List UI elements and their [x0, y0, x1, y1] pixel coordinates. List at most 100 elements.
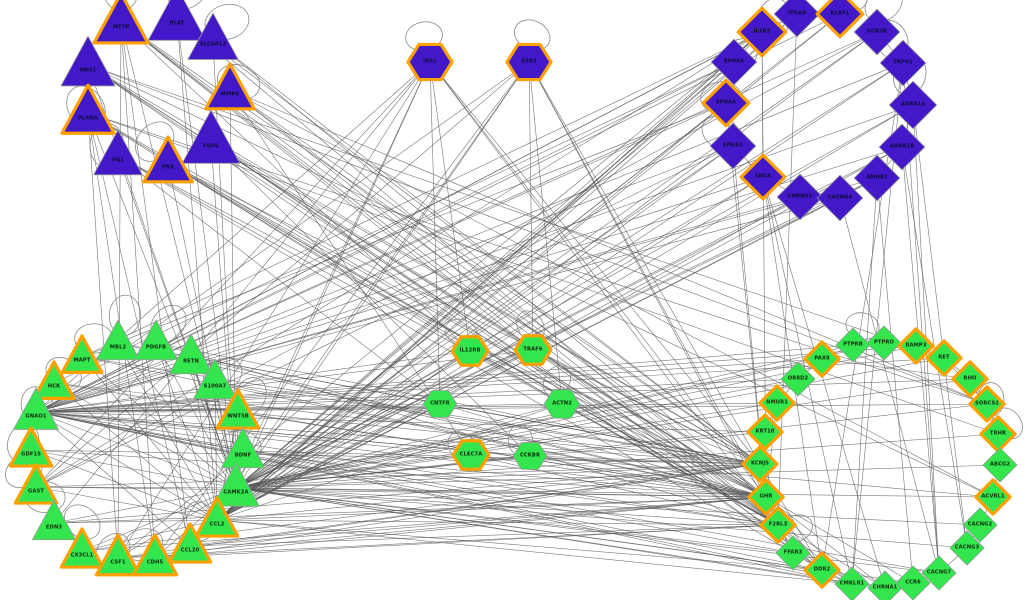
graph-edge: [235, 487, 886, 589]
graph-edge: [216, 104, 914, 521]
graph-node-cacng4[interactable]: CACNG4: [810, 168, 870, 228]
graph-edge: [155, 342, 761, 465]
node-shape-triangle: [133, 319, 178, 361]
graph-edge: [190, 356, 218, 521]
graph-node-esr2[interactable]: ESR2: [502, 35, 556, 89]
graph-edge: [35, 350, 471, 413]
node-shape-diamond: [888, 80, 938, 130]
graph-edge: [81, 356, 767, 498]
graph-edge: [212, 39, 761, 465]
node-shape-diamond: [834, 566, 870, 600]
node-shape-hexagon: [513, 334, 553, 366]
graph-edge: [235, 403, 441, 489]
graph-edge: [35, 411, 191, 547]
graph-edge: [235, 61, 530, 489]
graph-node-cdh5[interactable]: CDH5: [125, 528, 185, 588]
node-shape-diamond: [815, 0, 865, 39]
graph-node-cckbr[interactable]: CCKBR: [508, 434, 552, 478]
graph-edge: [229, 89, 761, 465]
graph-edge: [765, 496, 914, 584]
graph-edge: [210, 140, 761, 465]
node-shape-triangle: [94, 533, 142, 577]
graph-edge: [120, 21, 471, 352]
node-shape-diamond: [710, 38, 758, 86]
graph-edge: [53, 382, 761, 465]
graph-node-il12rb[interactable]: IL12RB: [447, 328, 493, 374]
node-shape-triangle: [167, 522, 213, 564]
graph-edge: [81, 356, 761, 465]
graph-edge: [429, 61, 767, 498]
graph-edge: [901, 146, 968, 549]
node-shape-diamond: [746, 413, 784, 451]
graph-edge: [216, 496, 767, 521]
graph-node-traf6[interactable]: TRAF6: [510, 327, 556, 373]
graph-edge: [429, 61, 779, 526]
graph-edge: [87, 64, 988, 405]
node-shape-hexagon: [422, 390, 458, 418]
graph-edge: [35, 145, 734, 488]
graph-edge: [242, 450, 761, 465]
graph-edge: [35, 102, 727, 413]
graph-edge: [210, 140, 237, 489]
graph-edge: [35, 411, 823, 571]
graph-edge: [117, 31, 763, 559]
graph-edge: [35, 145, 734, 413]
node-shape-triangle: [59, 527, 105, 569]
node-shape-triangle: [220, 427, 265, 469]
node-shape-triangle: [181, 109, 241, 164]
graph-edge: [120, 21, 534, 351]
graph-edge: [214, 381, 767, 498]
graph-node-prx[interactable]: PRX: [135, 130, 201, 196]
graph-edge: [235, 431, 766, 489]
self-loop-edge: [864, 0, 903, 23]
graph-edge: [216, 61, 431, 521]
graph-edge: [167, 162, 563, 405]
node-shape-triangle: [212, 462, 260, 507]
graph-edge: [35, 176, 764, 413]
node-shape-triangle: [147, 0, 207, 41]
graph-edge: [235, 487, 994, 498]
graph-node-ccr6[interactable]: CCR6: [889, 559, 937, 600]
node-shape-triangle: [13, 463, 59, 505]
graph-edge: [35, 345, 917, 413]
node-shape-diamond: [897, 327, 935, 365]
graph-edge: [216, 196, 801, 521]
graph-edge: [35, 358, 823, 413]
node-shape-diamond: [895, 565, 931, 600]
graph-edge: [35, 411, 218, 521]
graph-edge: [439, 403, 767, 498]
graph-edge: [216, 145, 734, 521]
graph-edge: [532, 349, 779, 526]
node-shape-triangle: [168, 333, 213, 375]
graph-edge: [912, 104, 968, 549]
graph-edge: [87, 112, 119, 559]
node-shape-triangle: [95, 319, 140, 361]
node-shape-diamond: [866, 325, 902, 361]
graph-edge: [53, 61, 431, 524]
graph-node-irs1[interactable]: IRS1: [403, 35, 457, 89]
graph-edge: [765, 496, 886, 589]
node-shape-triangle: [31, 499, 76, 541]
graph-edge: [216, 519, 823, 571]
graph-edge: [216, 463, 761, 521]
graph-node-actn2[interactable]: ACTN2: [539, 381, 585, 427]
graph-edge: [155, 342, 237, 489]
graph-edge: [35, 61, 530, 488]
graph-node-cntfr[interactable]: CNTFR: [418, 382, 462, 426]
graph-edge: [851, 177, 878, 585]
graph-edge: [35, 411, 767, 498]
graph-edge: [87, 64, 237, 489]
graph-node-clec7a[interactable]: CLEC7A: [448, 432, 494, 478]
graph-edge: [35, 411, 766, 433]
graph-edge: [81, 487, 237, 552]
node-shape-diamond: [775, 535, 811, 571]
node-shape-diamond: [758, 384, 796, 422]
graph-edge: [35, 403, 988, 413]
node-shape-diamond: [736, 6, 788, 58]
graph-edge: [81, 31, 763, 358]
node-shape-diamond: [741, 445, 779, 483]
graph-edge: [35, 196, 801, 413]
node-shape-diamond: [962, 507, 998, 543]
graph-edge: [117, 524, 779, 559]
